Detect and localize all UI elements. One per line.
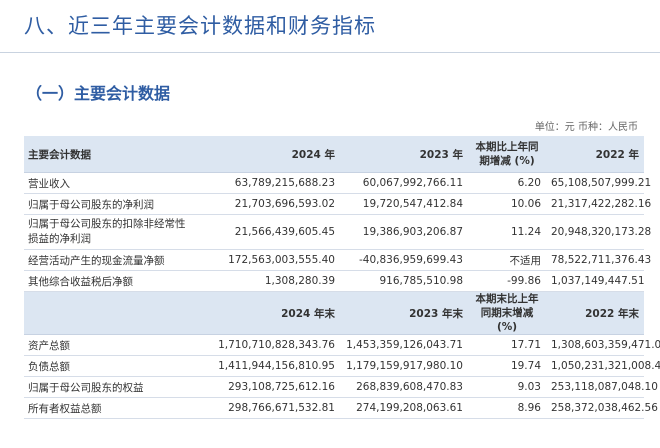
cell-value: 19,720,547,412.84 [340,193,468,215]
cell-value: 1,308,280.39 [196,270,340,292]
cell-value: 8.96 [468,397,546,419]
cell-value: 1,179,159,917,980.10 [340,355,468,377]
table-row: 经营活动产生的现金流量净额 172,563,003,555.40 -40,836… [24,249,651,271]
cell-value: 293,108,725,612.16 [196,376,340,398]
row-label: 经营活动产生的现金流量净额 [24,249,196,271]
row-label: 其他综合收益税后净额 [24,270,196,292]
header-cell: 2022 年末 [546,291,644,335]
cell-value: 6.20 [468,172,546,194]
header-cell: 2023 年末 [340,291,468,335]
cell-value: 268,839,608,470.83 [340,376,468,398]
header-cell: 主要会计数据 [24,136,196,173]
cell-value: 63,789,215,688.23 [196,172,340,194]
table-row: 归属于母公司股东的净利润 21,703,696,593.02 19,720,54… [24,193,651,215]
cell-value: 258,372,038,462.56 [546,397,658,419]
row-label: 归属于母公司股东的扣除非经常性损益的净利润 [24,214,196,250]
section-title: （一）主要会计数据 [26,84,171,103]
table-header: 主要会计数据 2024 年 2023 年 本期比上年同期增减 (%) 2022 … [24,136,644,173]
row-label: 资产总额 [24,334,196,356]
cell-value: 253,118,087,048.10 [546,376,658,398]
cell-value: 10.06 [468,193,546,215]
cell-value: 1,050,231,321,008.45 [546,355,660,377]
header-cell: 2024 年末 [196,291,340,335]
header-cell: 本期比上年同期增减 (%) [468,136,546,173]
title-divider [0,52,660,53]
cell-value: 19,386,903,206.87 [340,214,468,250]
header-cell: 2024 年 [196,136,340,173]
table-header: 2024 年末 2023 年末 本期末比上年同期末增减 (%) 2022 年末 [24,291,644,335]
cell-value: 1,453,359,126,043.71 [340,334,468,356]
table-row: 负债总额 1,411,944,156,810.95 1,179,159,917,… [24,355,660,377]
cell-value: 不适用 [468,249,546,271]
cell-value: 1,710,710,828,343.76 [196,334,340,356]
table-row: 其他综合收益税后净额 1,308,280.39 916,785,510.98 -… [24,270,645,292]
cell-value: 1,037,149,447.51 [546,270,645,292]
header-cell [24,291,196,335]
cell-value: 60,067,992,766.11 [340,172,468,194]
row-label: 归属于母公司股东的权益 [24,376,196,398]
table-row: 归属于母公司股东的扣除非经常性损益的净利润 21,566,439,605.45 … [24,214,651,250]
cell-value: -40,836,959,699.43 [340,249,468,271]
table-row: 资产总额 1,710,710,828,343.76 1,453,359,126,… [24,334,660,356]
cell-value: 11.24 [468,214,546,250]
row-label: 负债总额 [24,355,196,377]
header-cell: 2023 年 [340,136,468,173]
cell-value: 916,785,510.98 [340,270,468,292]
header-cell: 2022 年 [546,136,644,173]
cell-value: 172,563,003,555.40 [196,249,340,271]
cell-value: 65,108,507,999.21 [546,172,651,194]
page-title: 八、近三年主要会计数据和财务指标 [24,14,376,38]
cell-value: 17.71 [468,334,546,356]
row-label: 所有者权益总额 [24,397,196,419]
row-label: 归属于母公司股东的净利润 [24,193,196,215]
cell-value: 21,703,696,593.02 [196,193,340,215]
cell-value: 78,522,711,376.43 [546,249,651,271]
cell-value: 1,411,944,156,810.95 [196,355,340,377]
header-cell: 本期末比上年同期末增减 (%) [468,291,546,335]
cell-value: -99.86 [468,270,546,292]
table-row: 归属于母公司股东的权益 293,108,725,612.16 268,839,6… [24,376,658,398]
table-row: 营业收入 63,789,215,688.23 60,067,992,766.11… [24,172,651,194]
cell-value: 21,566,439,605.45 [196,214,340,250]
cell-value: 9.03 [468,376,546,398]
cell-value: 1,308,603,359,471.01 [546,334,660,356]
row-label: 营业收入 [24,172,196,194]
cell-value: 20,948,320,173.28 [546,214,651,250]
cell-value: 274,199,208,063.61 [340,397,468,419]
cell-value: 298,766,671,532.81 [196,397,340,419]
table-row: 所有者权益总额 298,766,671,532.81 274,199,208,0… [24,397,658,419]
unit-note: 单位：元 币种：人民币 [534,122,638,133]
accounting-data-table: 主要会计数据 2024 年 2023 年 本期比上年同期增减 (%) 2022 … [24,136,660,419]
cell-value: 21,317,422,282.16 [546,193,651,215]
cell-value: 19.74 [468,355,546,377]
